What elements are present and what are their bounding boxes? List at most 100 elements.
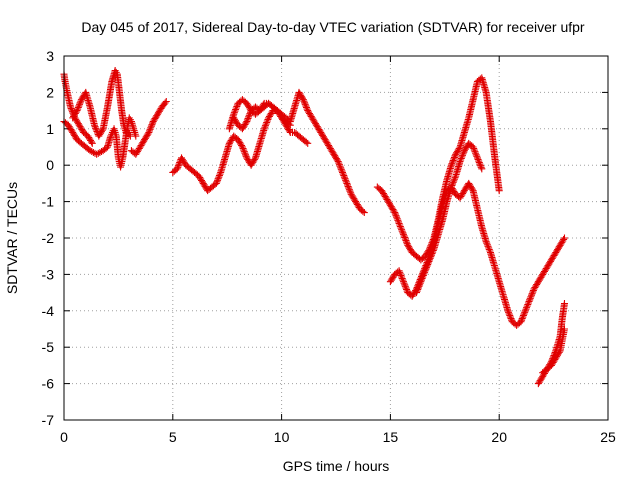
data-point-trail: [65, 123, 76, 135]
data-point-trail: [405, 243, 415, 255]
data-point-trail: [510, 319, 519, 328]
data-point-trail: [96, 126, 106, 139]
data-point-trail: [231, 115, 241, 128]
data-point: [530, 285, 538, 293]
data-point-trail: [205, 184, 215, 193]
data-point-trail: [283, 115, 293, 124]
series-2: [60, 114, 140, 171]
data-point-trail: [248, 155, 259, 168]
data-point: [162, 98, 170, 105]
data-point: [404, 241, 412, 249]
data-point: [408, 292, 416, 300]
series-3: [69, 67, 134, 140]
data-point-trail: [553, 243, 563, 255]
data-point-trail: [83, 144, 93, 153]
data-point-trail: [483, 239, 494, 255]
data-point-trail: [461, 115, 472, 135]
data-point-trail: [296, 90, 306, 102]
data-point-trail: [491, 156, 503, 193]
data-point-trail: [352, 199, 363, 211]
data-point-trail: [318, 130, 328, 142]
data-point-trail: [466, 141, 476, 150]
data-point-trail: [101, 144, 110, 153]
data-point-trail: [145, 119, 157, 135]
y-tick-label: -2: [42, 230, 55, 246]
data-point: [69, 128, 77, 136]
data-point: [145, 128, 153, 136]
data-point-trail: [240, 97, 249, 106]
data-point: [195, 172, 203, 180]
data-point: [378, 187, 386, 195]
data-point: [556, 241, 564, 249]
data-point-trail: [357, 206, 367, 215]
x-tick-label: 5: [169, 429, 177, 445]
data-point-trail: [544, 359, 555, 372]
data-point-trail: [279, 115, 289, 124]
data-point: [330, 150, 338, 158]
data-point: [243, 118, 251, 126]
series-8: [373, 74, 503, 264]
data-point: [136, 143, 144, 151]
x-tick-label: 15: [383, 429, 399, 445]
data-point-trail: [116, 90, 125, 113]
data-point-trail: [487, 250, 498, 270]
data-point: [473, 154, 481, 162]
data-point: [90, 121, 98, 129]
data-point-trail: [469, 79, 481, 102]
x-tick-label: 25: [600, 429, 616, 445]
data-point-trail: [410, 250, 419, 259]
data-point-trail: [453, 144, 463, 157]
data-point-trail: [85, 134, 95, 146]
series-4: [127, 98, 170, 158]
data-point-trail: [79, 141, 88, 150]
data-point-trail: [379, 188, 389, 201]
data-point-trail: [222, 141, 233, 160]
data-point-trail: [178, 155, 189, 168]
data-point: [238, 143, 246, 151]
data-point-trail: [339, 170, 350, 186]
data-point-trail: [469, 188, 481, 211]
data-point: [417, 278, 425, 286]
data-point: [543, 263, 551, 271]
data-point-trail: [522, 297, 533, 313]
data-point-trail: [154, 104, 165, 117]
data-point: [243, 154, 251, 162]
y-tick-label: 0: [46, 157, 54, 173]
data-point-trail: [188, 166, 197, 175]
data-point: [234, 136, 242, 144]
data-point-trail: [230, 101, 241, 117]
data-point-trail: [192, 170, 201, 179]
data-point: [299, 96, 307, 104]
data-point-trail: [249, 104, 258, 113]
data-point: [399, 278, 407, 286]
x-tick-label: 20: [491, 429, 507, 445]
data-point-trail: [474, 207, 485, 229]
data-point-trail: [130, 127, 139, 138]
data-point-trail: [392, 268, 402, 277]
data-point: [141, 136, 149, 144]
data-point: [504, 307, 512, 315]
data-point: [304, 107, 312, 115]
plot-frame: [63, 55, 609, 421]
data-point-trail: [274, 108, 285, 120]
data-point-trail: [70, 108, 80, 120]
data-point: [154, 110, 162, 118]
data-point-trail: [396, 268, 407, 284]
data-point-trail: [236, 122, 245, 132]
data-point-trail: [300, 97, 311, 113]
y-tick-label: -3: [42, 266, 55, 282]
data-point-trail: [400, 279, 411, 295]
data-point-trail: [196, 174, 206, 186]
data-point-trail: [557, 235, 568, 248]
data-point-trail: [253, 104, 262, 113]
data-point-trail: [396, 221, 407, 237]
data-point: [325, 143, 333, 151]
data-point-trail: [487, 119, 499, 160]
data-point: [560, 234, 568, 242]
data-point-trail: [159, 99, 169, 110]
grid-lines: [64, 56, 608, 420]
x-tick-label: 10: [274, 429, 290, 445]
data-point: [88, 139, 96, 147]
data-point-trail: [296, 133, 306, 143]
data-point: [452, 150, 460, 158]
